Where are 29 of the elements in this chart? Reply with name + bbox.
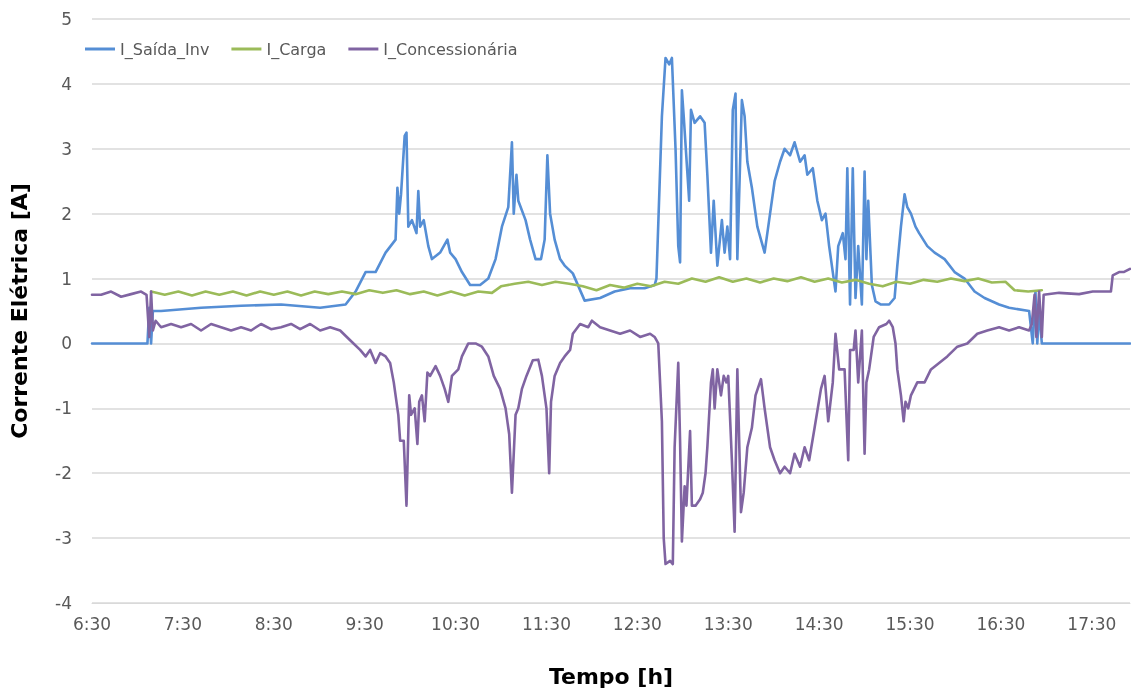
legend-label: I_Carga [266,39,327,60]
line-series [149,275,1044,297]
x-tick-label: 16:30 [976,613,1026,634]
legend-label: I_Saída_Inv [120,39,210,60]
y-axis-title: Corrente Elétrica [A] [6,183,32,439]
y-tick-label: 5 [61,9,72,29]
x-tick-label: 10:30 [431,613,481,634]
y-tick-label: -1 [55,398,72,419]
x-tick-label: 17:30 [1067,613,1117,634]
x-tick-label: 9:30 [345,613,384,634]
x-tick-label: 8:30 [254,613,293,634]
x-tick-label: 7:30 [163,613,202,634]
y-tick-label: 0 [61,333,72,354]
y-tick-label: -2 [55,463,72,484]
x-tick-label: 6:30 [72,613,112,634]
y-tick-label: -3 [55,528,72,549]
line-series [90,267,1131,566]
y-tick-label: 3 [61,138,72,159]
y-tick-label: 1 [61,268,72,289]
y-tick-label: 2 [61,203,72,224]
x-tick-label: 14:30 [794,613,844,634]
x-tick-label: 15:30 [885,613,935,634]
x-tick-label: 13:30 [703,613,753,634]
x-tick-label: 11:30 [521,613,571,634]
x-axis-title: Tempo [h] [548,663,674,689]
legend-label: I_Concessionária [383,39,518,60]
y-tick-label: -4 [55,593,72,613]
y-tick-label: 4 [61,73,72,94]
x-tick-label: 12:30 [612,613,662,634]
